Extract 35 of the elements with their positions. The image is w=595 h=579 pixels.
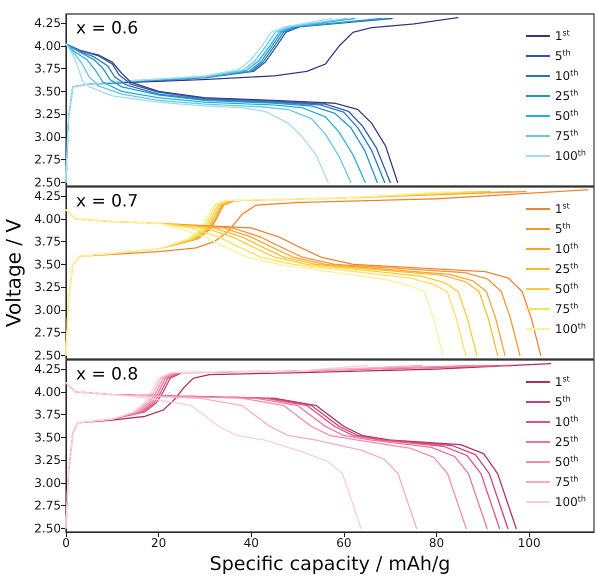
x-axis-title: Specific capacity / mAh/g (210, 552, 450, 575)
x-tick-label: 0 (62, 536, 70, 550)
y-tick-label: 2.50 (34, 348, 61, 362)
y-tick-label: 3.75 (34, 62, 61, 76)
x-tick-label: 100 (518, 536, 541, 550)
x-tick-label: 80 (428, 536, 444, 550)
y-tick-label: 2.75 (34, 498, 61, 513)
x-tick-label: 20 (150, 536, 166, 550)
y-tick-label: 3.75 (34, 408, 61, 422)
y-tick-label: 3.25 (34, 280, 61, 294)
annotation: x = 0.7 (76, 192, 138, 212)
y-tick-label: 3.50 (34, 430, 61, 444)
y-tick-label: 4.25 (34, 362, 61, 376)
y-tick-label: 2.75 (34, 152, 61, 167)
y-tick-label: 3.00 (34, 476, 61, 490)
y-tick-label: 2.75 (34, 326, 61, 340)
y-tick-label: 3.25 (34, 453, 61, 468)
y-tick-label: 3.25 (34, 107, 61, 122)
y-tick-label: 4.25 (34, 16, 61, 30)
y-tick-label: 4.00 (34, 212, 61, 226)
y-tick-label: 3.00 (34, 302, 61, 317)
y-tick-label: 4.25 (34, 189, 61, 204)
y-tick-label: 3.00 (34, 130, 61, 144)
y-tick-label: 3.50 (34, 257, 61, 272)
y-tick-label: 3.50 (34, 84, 61, 98)
annotation: x = 0.6 (76, 18, 138, 38)
y-tick-label: 2.50 (34, 521, 61, 536)
y-axis-title: Voltage / V (1, 218, 26, 328)
x-tick-label: 60 (336, 536, 352, 550)
y-tick-label: 4.00 (34, 38, 61, 53)
x-tick-label: 40 (244, 536, 259, 550)
y-tick-label: 4.00 (34, 384, 61, 399)
y-tick-label: 3.75 (34, 234, 61, 249)
annotation: x = 0.8 (76, 364, 138, 384)
y-tick-label: 2.50 (34, 175, 61, 190)
